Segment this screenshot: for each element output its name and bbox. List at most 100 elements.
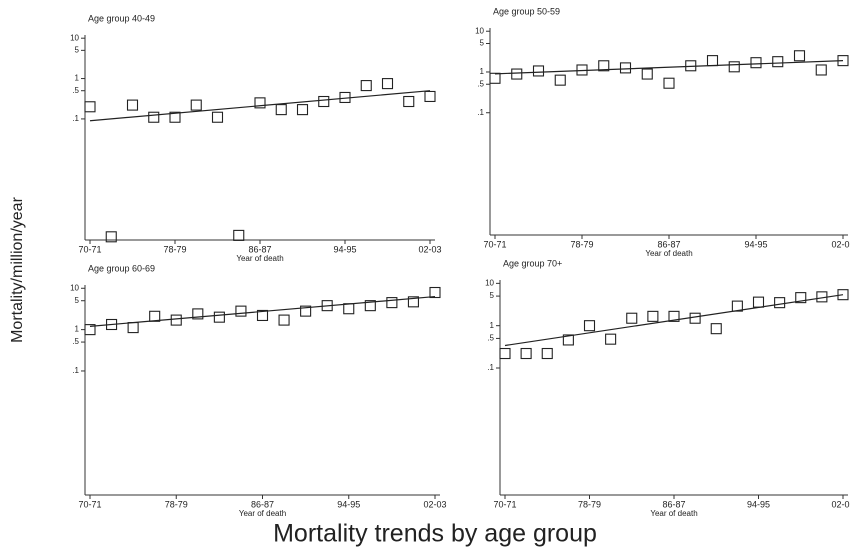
x-tick-label: 02-03 [831,499,850,509]
y-tick-label: .5 [72,86,79,95]
x-tick-label: 86-87 [248,244,271,254]
y-tick-label: 1 [490,321,495,330]
data-point [795,292,807,304]
x-tick-label: 70-71 [78,244,101,254]
data-point [360,80,372,92]
data-point [689,312,701,324]
y-tick-label: .1 [477,108,484,117]
x-tick-label: 94-95 [744,239,767,249]
data-point [583,320,596,332]
data-point [235,305,247,317]
data-point [511,68,523,80]
panel-title: Age group 60-69 [88,263,155,273]
data-point [84,101,96,113]
x-tick-label: 78-79 [578,499,601,509]
y-tick-label: 10 [70,33,79,42]
data-point [554,74,566,86]
data-point [318,95,330,108]
data-point [685,60,697,72]
data-point [256,309,269,322]
trend-line [494,60,844,75]
data-point [710,323,722,335]
x-tick-label: 70-71 [483,239,506,249]
x-tick-label: 94-95 [337,499,360,509]
data-point [190,99,202,111]
data-point [626,312,638,324]
y-tick-label: 5 [75,296,80,305]
data-point [233,229,245,241]
data-point [300,305,312,317]
x-axis-title: Year of death [239,509,286,518]
x-axis-title: Year of death [650,509,697,518]
panel-title: Age group 50-59 [493,6,560,16]
data-point [532,65,545,77]
x-axis-title: Year of death [236,254,283,263]
caption: Mortality trends by age group [273,520,597,548]
data-point [499,347,511,360]
x-tick-label: 86-87 [657,239,680,249]
data-point [278,314,290,326]
data-point [774,297,786,309]
data-point [127,322,139,334]
data-point [562,334,574,346]
data-point [364,300,376,312]
trend-line [89,295,436,327]
data-point [837,55,849,67]
data-point [424,90,436,103]
y-tick-label: .1 [72,114,79,123]
trend-line [504,294,844,347]
data-point [520,347,532,360]
data-point [254,97,266,109]
y-tick-label: .5 [477,79,484,88]
data-point [213,311,225,323]
y-tick-label: .1 [72,366,79,375]
x-tick-label: 02-03 [831,239,850,249]
data-point [619,62,632,74]
data-point [641,68,653,80]
data-point [728,61,740,73]
panel-title: Age group 70+ [503,258,562,268]
y-tick-label: 1 [480,67,485,76]
data-point [668,310,680,322]
y-tick-label: .1 [487,363,494,372]
y-tick-label: .5 [487,334,494,343]
y-tick-label: 10 [475,26,484,35]
data-point [772,56,784,68]
y-tick-label: 10 [70,283,79,292]
data-point [815,64,827,76]
x-axis-title: Year of death [645,249,692,258]
data-point [706,55,719,67]
data-point [429,286,441,299]
data-point [192,308,204,320]
data-point [750,57,762,69]
x-tick-label: 02-03 [423,499,446,509]
data-point [84,324,96,336]
x-tick-label: 70-71 [493,499,516,509]
data-point [605,333,617,345]
y-tick-label: 1 [75,325,80,334]
data-point [126,99,139,111]
data-point [793,50,806,62]
y-tick-label: 5 [75,45,80,54]
trend-line [89,90,431,122]
x-tick-label: 78-79 [570,239,593,249]
x-tick-label: 94-95 [747,499,770,509]
data-point [321,300,333,312]
y-tick-label: 5 [480,39,485,48]
x-tick-label: 70-71 [78,499,101,509]
x-tick-label: 02-03 [418,244,441,254]
data-point [149,310,161,322]
y-tick-label: 10 [485,278,494,287]
y-tick-label: 5 [490,291,495,300]
data-point [598,60,610,72]
y-tick-label: .5 [72,337,79,346]
data-point [816,291,828,303]
data-point [403,95,415,108]
data-point [386,297,398,309]
data-point [576,64,588,76]
data-point [296,104,309,116]
x-tick-label: 78-79 [163,244,186,254]
data-point [339,91,351,104]
